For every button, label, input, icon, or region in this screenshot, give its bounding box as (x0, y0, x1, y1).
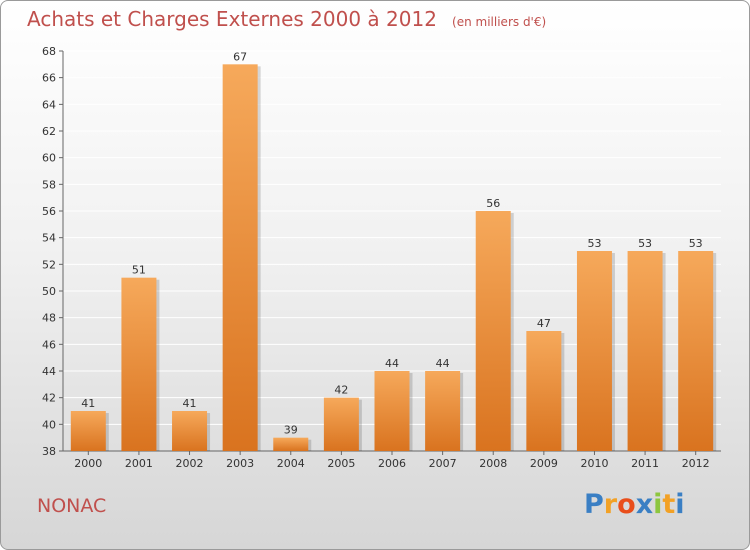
y-tick-label: 48 (42, 312, 56, 325)
logo-letter: i (675, 489, 685, 520)
y-tick-label: 38 (42, 445, 56, 458)
data-label: 53 (587, 237, 601, 250)
bar-2007 (425, 371, 461, 451)
data-label: 67 (233, 50, 247, 63)
y-tick-label: 64 (42, 98, 56, 111)
x-tick-label: 2010 (580, 457, 608, 470)
chart-title: Achats et Charges Externes 2000 à 2012 (27, 7, 437, 31)
bar-2001 (121, 277, 157, 451)
y-tick-label: 62 (42, 125, 56, 138)
logo-letter: i (653, 489, 663, 520)
bar-2006 (374, 371, 410, 451)
bar-2003 (222, 64, 258, 452)
labels: 38 40 42 44 46 48 50 52 54 56 58 60 62 64 66 68 2000 41 20… (42, 45, 710, 470)
logo-letter: P (584, 489, 604, 520)
y-tick-label: 52 (42, 258, 56, 271)
y-tick-label: 42 (42, 392, 56, 405)
bar-2000 (70, 411, 106, 451)
y-tick-label: 56 (42, 205, 56, 218)
x-tick-label: 2007 (429, 457, 457, 470)
y-tick-label: 50 (42, 285, 56, 298)
x-tick-label: 2001 (125, 457, 153, 470)
y-tick-label: 46 (42, 338, 56, 351)
data-label: 41 (81, 397, 95, 410)
y-tick-label: 60 (42, 152, 56, 165)
bar-2011 (627, 251, 663, 451)
data-label: 44 (436, 357, 450, 370)
logo-letter: x (635, 489, 654, 520)
data-label: 41 (183, 397, 197, 410)
x-tick-label: 2004 (277, 457, 305, 470)
logo-letter: t (662, 489, 676, 520)
data-label: 47 (537, 317, 551, 330)
bar-2009 (526, 331, 562, 451)
x-tick-label: 2005 (327, 457, 355, 470)
chart-header: Achats et Charges Externes 2000 à 2012 (… (27, 7, 546, 31)
y-tick-label: 66 (42, 72, 56, 85)
bars (70, 64, 717, 452)
proxiti-logo: Proxiti (584, 489, 685, 520)
bar-2010 (576, 251, 612, 451)
data-label: 39 (284, 424, 298, 437)
chart-subtitle: (en milliers d'€) (452, 15, 547, 29)
data-label: 53 (638, 237, 652, 250)
bar-2008 (475, 211, 511, 451)
bar-2004 (273, 437, 309, 451)
x-tick-label: 2012 (682, 457, 710, 470)
x-tick-label: 2008 (479, 457, 507, 470)
logo-letter: r (603, 489, 618, 520)
bar-2005 (323, 397, 359, 451)
bar-2012 (678, 251, 714, 451)
data-label: 53 (689, 237, 703, 250)
y-tick-label: 58 (42, 178, 56, 191)
y-tick-label: 54 (42, 232, 56, 245)
y-tick-label: 44 (42, 365, 56, 378)
data-label: 44 (385, 357, 399, 370)
x-tick-label: 2006 (378, 457, 406, 470)
data-label: 42 (334, 384, 348, 397)
x-tick-label: 2009 (530, 457, 558, 470)
x-tick-label: 2003 (226, 457, 254, 470)
bar-2002 (172, 411, 208, 451)
data-label: 56 (486, 197, 500, 210)
y-tick-label: 68 (42, 45, 56, 58)
x-tick-label: 2011 (631, 457, 659, 470)
y-tick-label: 40 (42, 418, 56, 431)
x-tick-label: 2000 (74, 457, 102, 470)
x-tick-label: 2002 (176, 457, 204, 470)
place-name: NONAC (37, 495, 107, 517)
logo-letter: o (617, 489, 636, 520)
data-label: 51 (132, 264, 146, 277)
